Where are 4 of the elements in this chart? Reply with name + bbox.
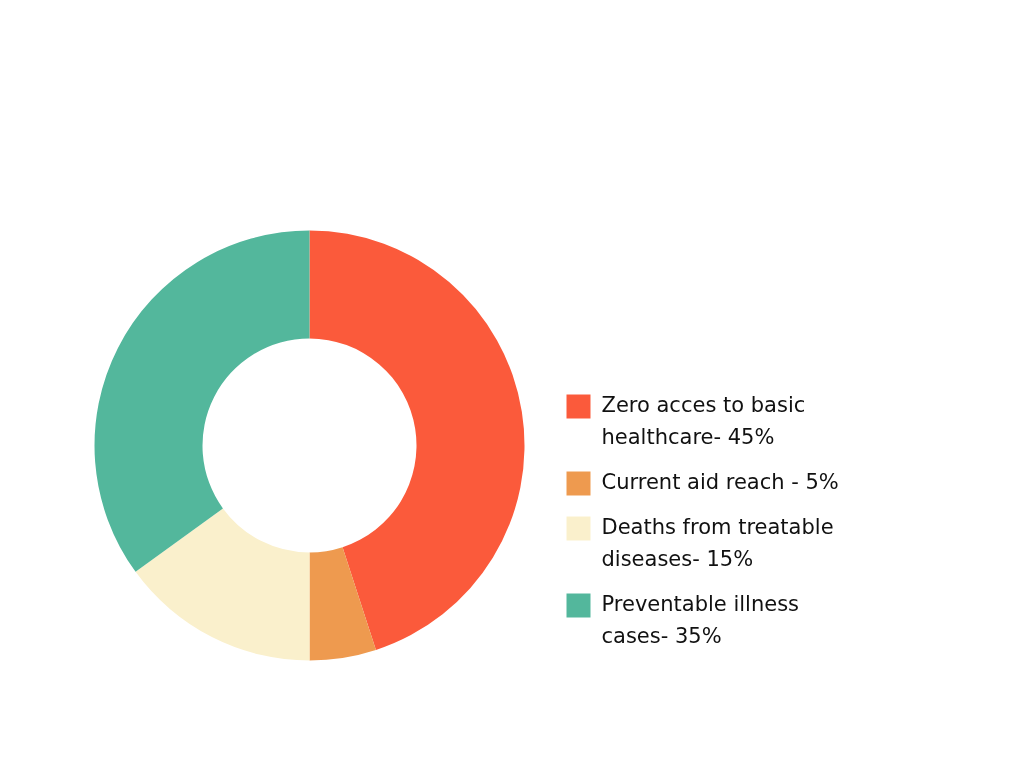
legend-label: Deaths from treatable diseases- 15%	[601, 514, 834, 571]
legend-label: Zero acces to basic healthcare- 45%	[601, 392, 806, 449]
legend-label: Preventable illness cases- 35%	[601, 591, 800, 648]
legend-label: Current aid reach - 5%	[601, 469, 839, 494]
